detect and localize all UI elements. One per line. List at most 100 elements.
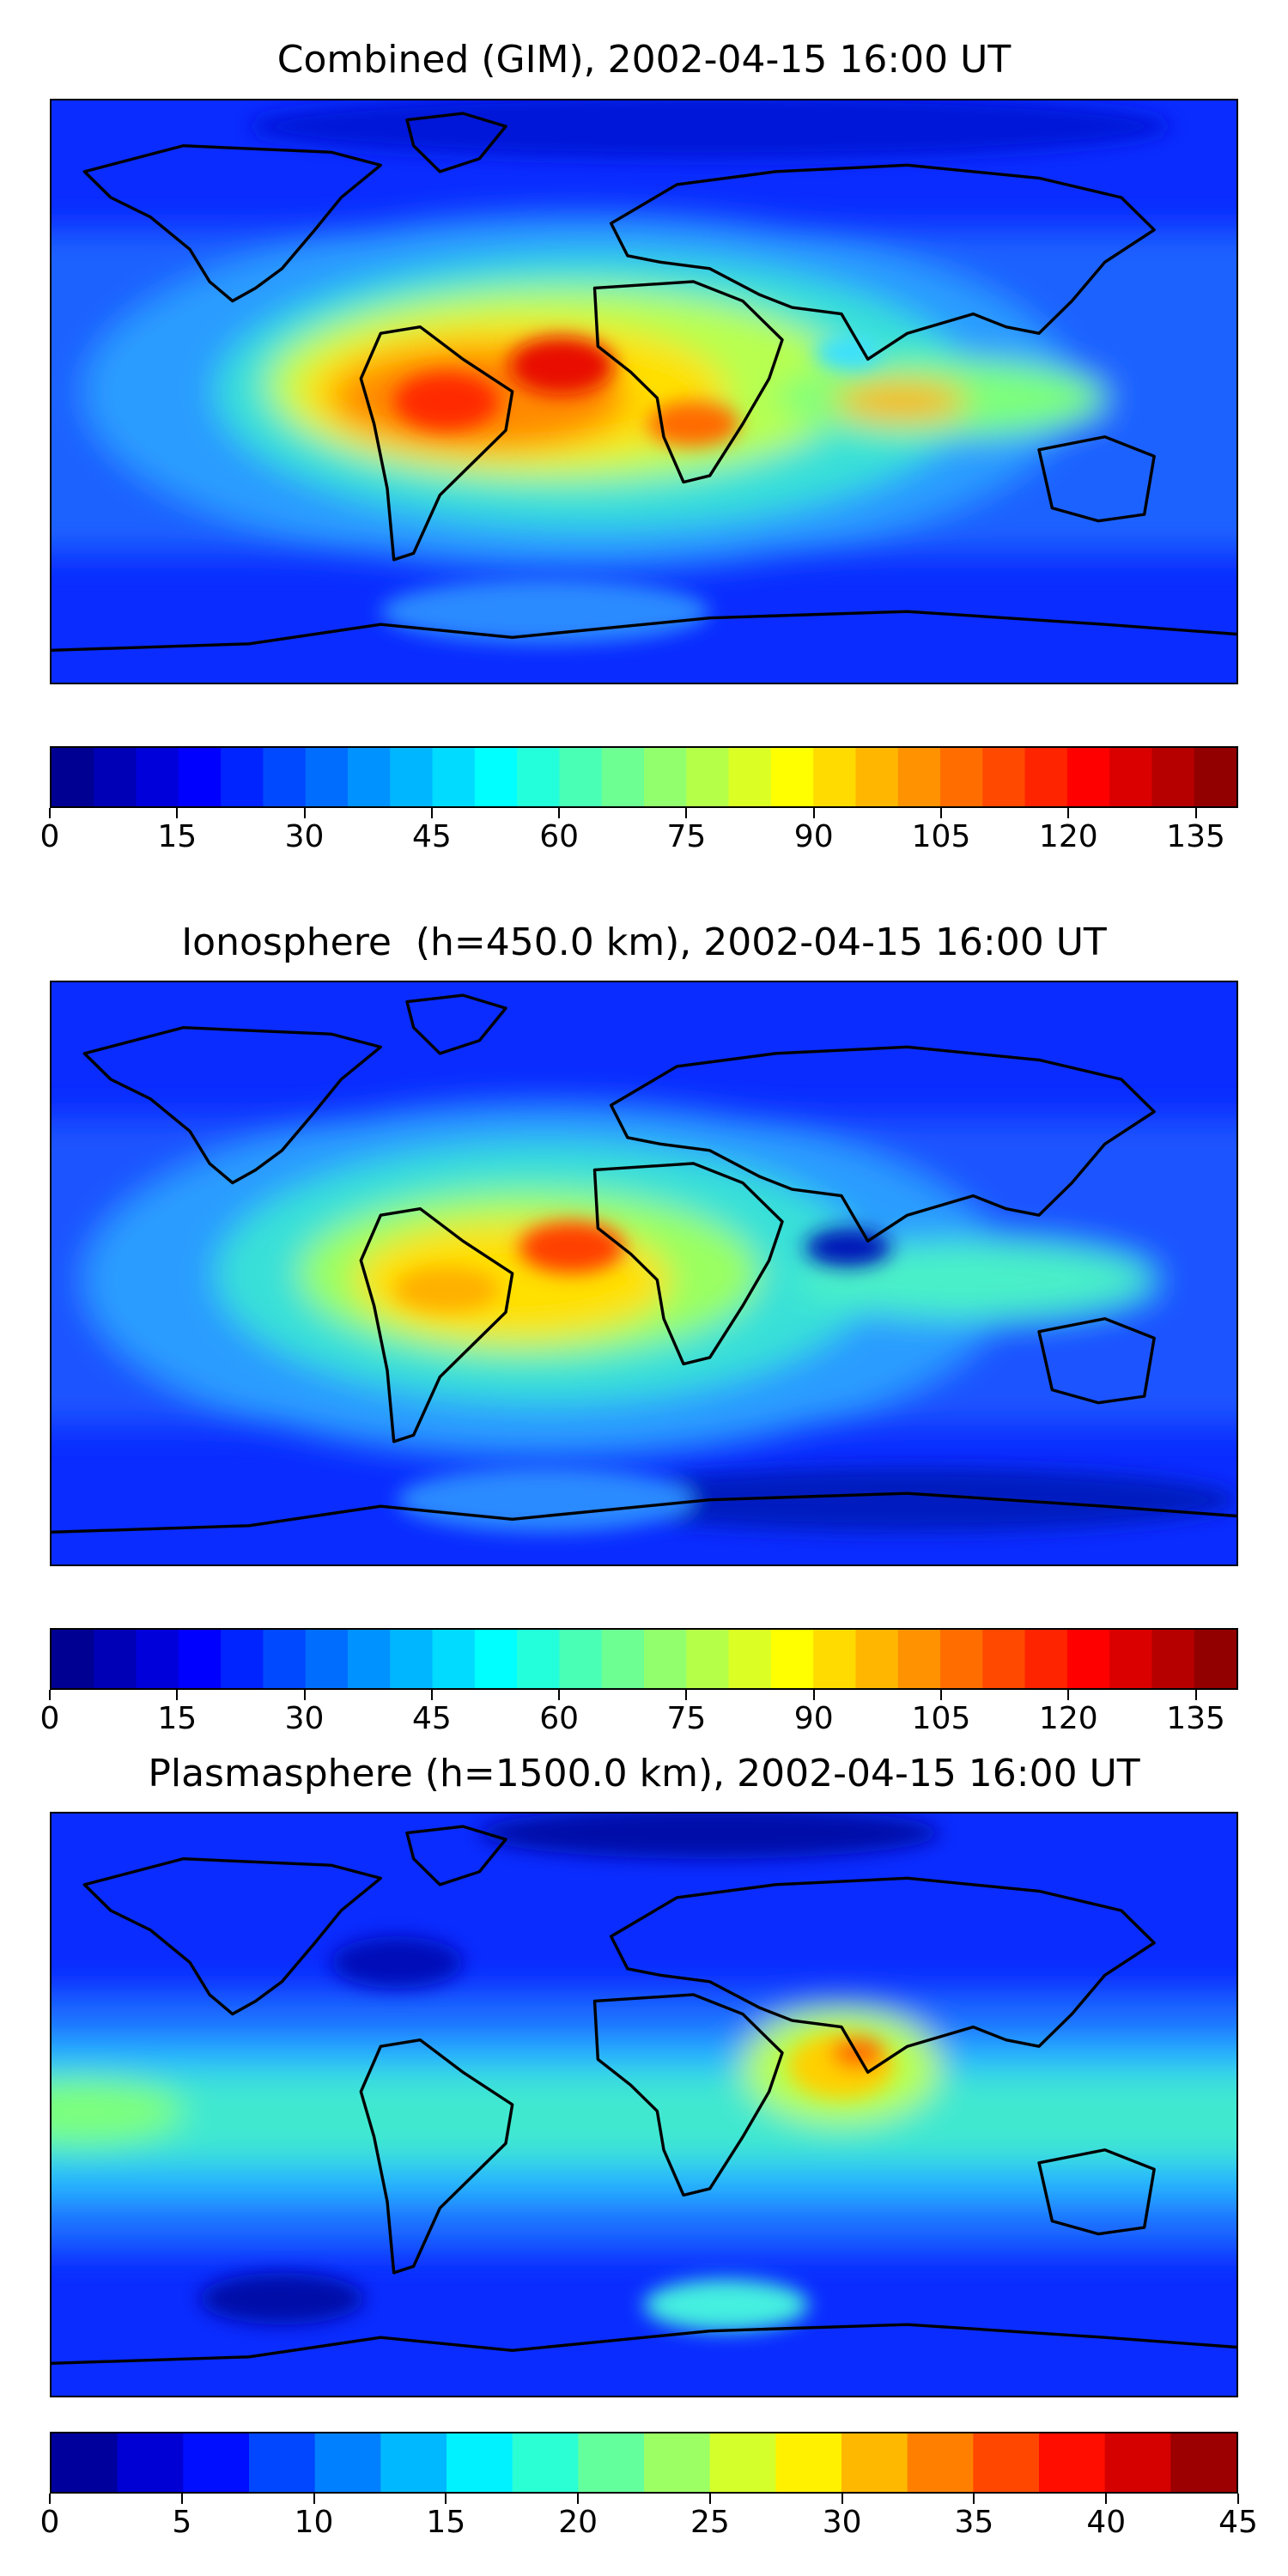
- panel-2-colorbar-level: [94, 1630, 137, 1688]
- panel-3-band-inner: [52, 2072, 1236, 2163]
- panel-2-tick-label: 135: [1166, 1701, 1225, 1736]
- panel-2-colorbar-level: [1024, 1630, 1068, 1688]
- panel-2-atlantic-peak: [519, 1221, 624, 1273]
- panel-3-colorbar-level: [512, 2433, 580, 2492]
- panel-3-title: Plasmasphere (h=1500.0 km), 2002-04-15 1…: [148, 1752, 1140, 1795]
- panel-1-colorbar-level: [390, 748, 434, 806]
- panel-3-south-america: [359, 2038, 514, 2275]
- panel-1-tick-mark: [430, 808, 433, 818]
- panel-3-colorbar-level: [1170, 2433, 1236, 2492]
- panel-2-colorbar-level: [348, 1630, 392, 1688]
- panel-1-tick-label: 105: [911, 819, 971, 854]
- panel-2-colorbar-level: [517, 1630, 561, 1688]
- panel-2-tick-label: 45: [411, 1701, 452, 1736]
- panel-3-tick-label: 0: [39, 2505, 60, 2540]
- panel-1-colorbar-level: [263, 748, 307, 806]
- panel-1-colorbar-level: [432, 748, 476, 806]
- panel-1-tick-mark: [940, 808, 942, 818]
- panel-2-colorbar-level: [897, 1630, 941, 1688]
- panel-3-map-svg: [52, 1814, 1236, 2396]
- panel-3-tick-label: 10: [294, 2505, 334, 2540]
- panel-3-map: [50, 1812, 1238, 2397]
- panel-2-colorbar-level: [136, 1630, 179, 1688]
- panel-1-tick-mark: [303, 808, 306, 818]
- panel-1-tick-label: 30: [284, 819, 325, 854]
- panel-2-polar-south: [578, 1467, 1236, 1533]
- panel-2-colorbar-level: [855, 1630, 899, 1688]
- panel-1-colorbar-level: [813, 748, 857, 806]
- panel-1-tick-label: 75: [666, 819, 707, 854]
- panel-3-tick-mark: [49, 2494, 51, 2504]
- panel-2-colorbar-level: [305, 1630, 349, 1688]
- panel-2-tick-mark: [176, 1690, 179, 1700]
- panel-1-colorbar-level: [559, 748, 603, 806]
- panel-2-colorbar-level: [770, 1630, 815, 1688]
- panel-1-colorbar-level: [178, 748, 222, 806]
- panel-2-colorbar-level: [728, 1630, 772, 1688]
- panel-2-tick-label: 105: [911, 1701, 971, 1736]
- panel-1-tick-label: 90: [793, 819, 834, 854]
- panel-2-tick-label: 0: [39, 1701, 60, 1736]
- panel-2-map-svg: [52, 982, 1236, 1564]
- panel-2-tick-mark: [812, 1690, 815, 1700]
- panel-2-africa: [592, 1162, 784, 1366]
- panel-2-colorbar-level: [178, 1630, 222, 1688]
- panel-1-tick-mark: [1067, 808, 1070, 818]
- panel-3-tick-mark: [841, 2494, 843, 2504]
- panel-2-colorbar-level: [940, 1630, 984, 1688]
- panel-3-colorbar-level: [644, 2433, 712, 2492]
- panel-2-tick-label: 15: [157, 1701, 197, 1736]
- panel-3-tick-mark: [1237, 2494, 1239, 2504]
- panel-1-colorbar-level: [897, 748, 941, 806]
- panel-2-tick-label: 120: [1038, 1701, 1098, 1736]
- panel-3-colorbar-level: [1039, 2433, 1107, 2492]
- panel-1-colorbar-level: [136, 748, 179, 806]
- panel-3-eurasia: [609, 1876, 1156, 2075]
- panel-1-colorbar-level: [1024, 748, 1068, 806]
- panel-2-brazil-crest: [393, 1267, 500, 1313]
- panel-2-tick-mark: [1194, 1690, 1197, 1700]
- panel-1-tick-mark: [685, 808, 688, 818]
- panel-1-colorbar-svg: [52, 748, 1236, 806]
- panel-2-colorbar-level: [52, 1630, 95, 1688]
- panel-3-namerica-low: [331, 1936, 464, 1989]
- panel-1-tick-mark: [558, 808, 561, 818]
- panel-1-tick-mark: [49, 808, 51, 818]
- panel-2-colorbar-level: [432, 1630, 476, 1688]
- panel-1-polar-north: [249, 100, 1171, 159]
- panel-3-pacific-band: [52, 2078, 184, 2144]
- panel-3-tick-label: 5: [172, 2505, 192, 2540]
- panel-3-colorbar-level: [52, 2433, 119, 2492]
- panel-1-red-peak-atlantic: [508, 336, 615, 395]
- panel-2-colorbar-level: [601, 1630, 645, 1688]
- panel-1-tick-mark: [176, 808, 179, 818]
- panel-2-tick-label: 90: [793, 1701, 834, 1736]
- panel-3-colorbar-level: [907, 2433, 975, 2492]
- panel-3-tick-label: 40: [1086, 2505, 1127, 2540]
- panel-1-tick-label: 15: [157, 819, 197, 854]
- panel-2-colorbar-level: [1194, 1630, 1236, 1688]
- panel-3-tick-label: 30: [822, 2505, 862, 2540]
- panel-3-australia: [1037, 2148, 1156, 2236]
- panel-2-tick-mark: [1067, 1690, 1070, 1700]
- panel-3-colorbar-level: [973, 2433, 1041, 2492]
- panel-1-australia: [1037, 435, 1156, 523]
- panel-3-sw-low: [199, 2272, 365, 2325]
- panel-1-tick-label: 45: [411, 819, 452, 854]
- panel-1-map: [50, 99, 1238, 684]
- panel-2-australia: [1037, 1317, 1156, 1405]
- panel-1-title: Combined (GIM), 2002-04-15 16:00 UT: [276, 38, 1012, 82]
- panel-1-antarctica: [52, 610, 1236, 653]
- panel-3-tick-label: 25: [690, 2505, 730, 2540]
- panel-1-tick-label: 60: [539, 819, 580, 854]
- panel-1-south-patch: [380, 579, 710, 644]
- panel-2-east-band: [792, 1241, 1155, 1319]
- panel-1-colorbar-level: [770, 748, 815, 806]
- panel-2-colorbar-svg: [52, 1630, 1236, 1688]
- panel-2-colorbar-level: [813, 1630, 857, 1688]
- panel-3-tick-mark: [577, 2494, 580, 2504]
- panel-2-colorbar-level: [474, 1630, 519, 1688]
- panel-3-colorbar-svg: [52, 2433, 1236, 2492]
- panel-3-tick-label: 45: [1218, 2505, 1258, 2540]
- panel-2-horn-minimum: [805, 1228, 891, 1267]
